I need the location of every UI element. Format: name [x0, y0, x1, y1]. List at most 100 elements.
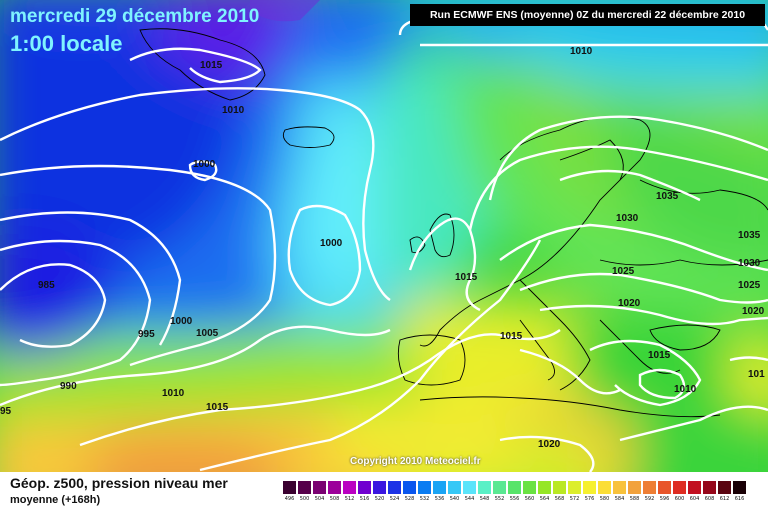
isobar-label: 1000: [193, 159, 216, 170]
legend-footer: Géop. z500, pression niveau mer moyenne …: [0, 472, 768, 512]
scale-label: 588: [629, 496, 640, 502]
isobar-label: 1010: [674, 384, 697, 395]
scale-swatch: [297, 480, 312, 495]
scale-cell: 536: [432, 480, 447, 503]
scale-cell: 560: [522, 480, 537, 503]
isobar-label: 1010: [570, 46, 593, 57]
scale-swatch: [687, 480, 702, 495]
scale-swatch: [672, 480, 687, 495]
scale-cell: 600: [672, 480, 687, 503]
scale-cell: 612: [717, 480, 732, 503]
scale-cell: 512: [342, 480, 357, 503]
scale-swatch: [387, 480, 402, 495]
scale-label: 508: [329, 496, 340, 502]
isobar-label: 1015: [455, 272, 478, 283]
map-subtitle: moyenne (+168h): [10, 494, 101, 506]
scale-swatch: [492, 480, 507, 495]
scale-label: 536: [434, 496, 445, 502]
scale-label: 548: [479, 496, 490, 502]
scale-label: 516: [359, 496, 370, 502]
scale-swatch: [447, 480, 462, 495]
scale-swatch: [477, 480, 492, 495]
scale-label: 596: [659, 496, 670, 502]
isobar-label: 1035: [738, 230, 761, 241]
isobar-label: 1020: [618, 298, 641, 309]
scale-label: 500: [299, 496, 310, 502]
scale-cell: 608: [702, 480, 717, 503]
isobar-label: 1010: [162, 388, 185, 399]
scale-swatch: [312, 480, 327, 495]
scale-cell: 592: [642, 480, 657, 503]
scale-label: 600: [674, 496, 685, 502]
scale-label: 524: [389, 496, 400, 502]
map-title: Géop. z500, pression niveau mer: [10, 475, 228, 491]
scale-cell: 496: [282, 480, 297, 503]
scale-cell: 568: [552, 480, 567, 503]
scale-label: 520: [374, 496, 385, 502]
isobar-label: 990: [60, 381, 77, 392]
scale-swatch: [582, 480, 597, 495]
scale-label: 540: [449, 496, 460, 502]
scale-cell: 572: [567, 480, 582, 503]
isobar-label: 1015: [206, 402, 229, 413]
isobar-label: 95: [0, 406, 12, 417]
scale-label: 504: [314, 496, 325, 502]
scale-swatch: [342, 480, 357, 495]
scale-cell: 588: [627, 480, 642, 503]
scale-cell: 528: [402, 480, 417, 503]
scale-swatch: [612, 480, 627, 495]
scale-cell: 604: [687, 480, 702, 503]
scale-label: 532: [419, 496, 430, 502]
isobars: [0, 16, 768, 472]
scale-cell: 508: [327, 480, 342, 503]
isobar-label: 1010: [222, 105, 245, 116]
scale-label: 568: [554, 496, 565, 502]
scale-cell: 552: [492, 480, 507, 503]
scale-label: 496: [284, 496, 295, 502]
run-info-box: Run ECMWF ENS (moyenne) 0Z du mercredi 2…: [410, 4, 765, 26]
isobar-labels: 1010 1015 1010 1000 1000 985 995 1000 10…: [0, 46, 765, 450]
scale-cell: 544: [462, 480, 477, 503]
scale-cell: 580: [597, 480, 612, 503]
scale-cell: 556: [507, 480, 522, 503]
isobar-label: 1000: [170, 316, 193, 327]
color-scale: 496 500 504 508 512 516 520 524 528 532 536 540 544 5…: [282, 480, 747, 503]
isobar-label: 101: [748, 369, 765, 380]
isobar-label: 1030: [738, 258, 761, 269]
scale-cell: 540: [447, 480, 462, 503]
scale-cell: 576: [582, 480, 597, 503]
scale-swatch: [732, 480, 747, 495]
scale-swatch: [432, 480, 447, 495]
forecast-date: mercredi 29 décembre 2010: [10, 6, 260, 27]
scale-label: 584: [614, 496, 625, 502]
scale-swatch: [597, 480, 612, 495]
scale-label: 556: [509, 496, 520, 502]
scale-swatch: [402, 480, 417, 495]
isobar-label: 1015: [648, 350, 671, 361]
scale-swatch: [702, 480, 717, 495]
scale-swatch: [657, 480, 672, 495]
isobar-label: 1020: [742, 306, 765, 317]
scale-label: 564: [539, 496, 550, 502]
scale-label: 608: [704, 496, 715, 502]
scale-swatch: [642, 480, 657, 495]
scale-swatch: [567, 480, 582, 495]
forecast-time: 1:00 locale: [10, 31, 123, 56]
scale-swatch: [282, 480, 297, 495]
scale-cell: 524: [387, 480, 402, 503]
scale-swatch: [537, 480, 552, 495]
scale-label: 512: [344, 496, 355, 502]
scale-swatch: [327, 480, 342, 495]
scale-label: 528: [404, 496, 415, 502]
isobar-label: 1025: [738, 280, 761, 291]
scale-cell: 596: [657, 480, 672, 503]
scale-label: 560: [524, 496, 535, 502]
scale-cell: 584: [612, 480, 627, 503]
scale-cell: 516: [357, 480, 372, 503]
scale-cell: 564: [537, 480, 552, 503]
scale-cell: 616: [732, 480, 747, 503]
scale-cell: 504: [312, 480, 327, 503]
scale-swatch: [357, 480, 372, 495]
isobar-label: 995: [138, 329, 155, 340]
scale-cell: 532: [417, 480, 432, 503]
